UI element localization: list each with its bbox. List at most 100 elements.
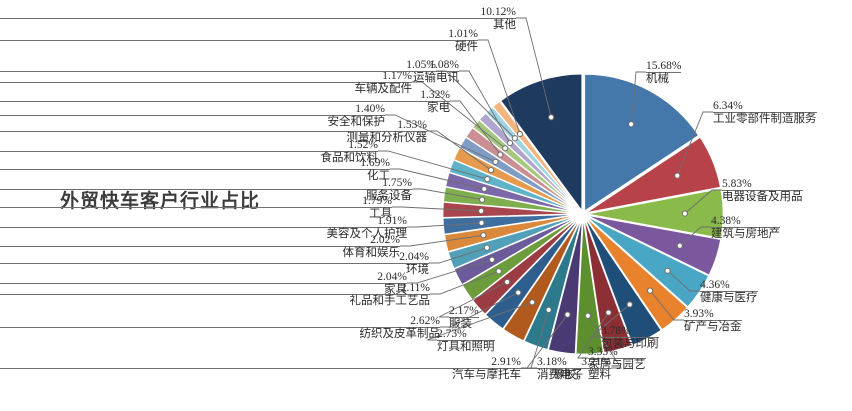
pie-slice[interactable]: [547, 217, 584, 355]
pie-label-value: 2.73%: [437, 328, 467, 340]
pie-leader-line: [412, 188, 483, 201]
pie-leader-dot: [548, 114, 555, 121]
pie-label-rule: [0, 18, 516, 20]
pie-leader-line: [577, 312, 609, 359]
pie-label-rule: [700, 291, 758, 293]
pie-slice[interactable]: [583, 73, 700, 213]
pie-label-value: 1.91%: [377, 215, 407, 227]
pie-label-name: 家具: [384, 284, 407, 297]
pie-leader-line: [440, 292, 519, 328]
pie-leader-line: [676, 111, 713, 176]
pie-slice[interactable]: [585, 215, 710, 308]
pie-leader-dot: [584, 312, 591, 319]
pie-leader-dot: [511, 135, 519, 142]
chart-title: 外贸快车客户行业占比: [60, 191, 261, 212]
pie-label: 1.32% 家电: [0, 89, 450, 114]
pie-leader-dot: [484, 176, 491, 183]
pie-label-rule: [0, 327, 440, 329]
pie-label-rule: [713, 112, 817, 114]
pie-leader-dot: [628, 121, 635, 128]
pie-leader-dot: [676, 242, 683, 249]
pie-label: 2.11% 礼品和手工艺品: [0, 282, 430, 307]
pie-label-value: 1.40%: [355, 103, 385, 115]
pie-label: 2.73% 灯具和照明: [437, 328, 495, 353]
pie-leader-line: [630, 71, 646, 125]
pie-label-name: 礼品和手工艺品: [349, 295, 431, 308]
pie-label-name: 安全和保护: [327, 116, 386, 129]
pie-leader-dot: [664, 267, 671, 274]
pie-leader-dot: [502, 145, 509, 152]
pie-slice[interactable]: [575, 217, 605, 355]
pie-label-name: 食品和饮料: [320, 152, 379, 165]
pie-label-rule: [0, 40, 478, 42]
pie-slice[interactable]: [585, 214, 722, 276]
pie-slice[interactable]: [585, 136, 722, 214]
pie-leader-dot: [529, 299, 536, 306]
pie-label-name: 灯具和照明: [437, 341, 495, 354]
pie-label: 2.02% 体育和娱乐: [0, 234, 400, 259]
pie-leader-line: [426, 301, 533, 341]
pie-slice[interactable]: [583, 216, 663, 346]
pie-label-value: 2.91%: [491, 356, 521, 368]
pie-label: 15.68% 机械: [646, 60, 682, 85]
pie-slice[interactable]: [583, 216, 633, 354]
pie-slice[interactable]: [499, 73, 583, 213]
pie-leader-dot: [681, 210, 688, 217]
pie-slice[interactable]: [586, 187, 724, 240]
pie-label-value: 4.38%: [711, 215, 741, 227]
pie-slice[interactable]: [584, 215, 689, 331]
pie-label: 3.18% 消费电子: [537, 356, 583, 381]
pie-label-name: 家电: [427, 102, 450, 115]
pie-label-rule: [0, 283, 407, 285]
pie-label-value: 1.79%: [362, 195, 392, 207]
pie-label-name: 服务设备: [366, 190, 412, 203]
pie-leader-line: [667, 270, 700, 292]
pie-label-value: 2.11%: [400, 282, 430, 294]
pie-label: 1.91% 美容及个人护理: [0, 215, 407, 240]
pie-label-value: 6.34%: [713, 100, 743, 112]
pie-label-name: 建筑与房地产: [711, 228, 780, 241]
pie-label-name: 服装: [449, 318, 472, 331]
pie-leader-dot: [488, 256, 496, 263]
pie-leader-dot: [495, 268, 502, 275]
pie-label-name: 测量和分析仪器: [346, 132, 428, 145]
pie-leader-line: [478, 39, 521, 135]
pie-leader-line: [385, 114, 496, 163]
pie-label: 1.40% 安全和保护: [0, 103, 385, 128]
pie-leader-line: [400, 234, 484, 247]
pie-label-rule: [684, 320, 742, 322]
pie-leader-dot: [480, 232, 487, 239]
pie-label-rule: [711, 227, 780, 229]
pie-label-name: 电讯: [436, 72, 459, 85]
pie-leader-line: [684, 189, 722, 214]
pie-leader-dot: [674, 172, 681, 179]
pie-label-value: 1.69%: [360, 157, 390, 169]
pie-label-name: 橡胶，塑料: [553, 369, 612, 382]
pie-leader-dot: [492, 158, 499, 165]
pie-label-value: 5.83%: [722, 178, 752, 190]
pie-label-rule: [722, 190, 803, 192]
pie-label-value: 1.17%: [382, 70, 412, 82]
pie-label-rule: [537, 368, 583, 370]
pie-leader-line: [436, 70, 516, 139]
pie-leader-dot: [478, 219, 485, 226]
pie-label-rule: [0, 131, 427, 133]
pie-label-value: 1.01%: [448, 28, 478, 40]
pie-leader-line: [427, 130, 492, 171]
pie-label-rule: [0, 227, 407, 229]
pie-label-rule: [0, 207, 392, 209]
pie-label-value: 3.18%: [537, 356, 567, 368]
pie-label-rule: [449, 317, 479, 319]
pie-leader-dot: [626, 301, 633, 308]
pie-label: 1.05% 运输: [0, 59, 436, 84]
pie-label: 3.93% 矿产与冶金: [684, 308, 742, 333]
pie-label-value: 3.21%: [581, 356, 611, 368]
pie-label-value: 2.62%: [410, 315, 440, 327]
pie-label: 3.78% 包装与印刷: [601, 325, 659, 350]
pie-label-name: 体育和娱乐: [342, 247, 401, 260]
pie-leader-line: [412, 81, 506, 149]
pie-slice[interactable]: [491, 100, 582, 212]
pie-leader-line: [450, 100, 501, 155]
pie-leader-dot: [479, 196, 486, 203]
pie-label: 1.52% 食品和饮料: [0, 139, 378, 164]
